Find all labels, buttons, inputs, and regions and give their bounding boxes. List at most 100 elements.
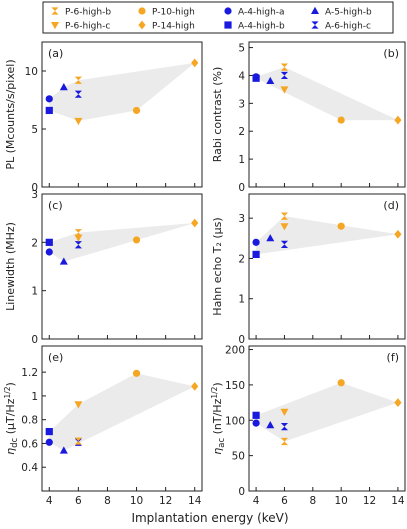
y-tick-label: 50 xyxy=(232,451,245,463)
legend: P-6-high-b P-10-high A-4-high-a A-5-high-b P… xyxy=(42,1,394,34)
y-tick-label: 3 xyxy=(238,98,245,110)
data-point xyxy=(252,250,260,259)
y-tick-label: 3 xyxy=(238,213,245,225)
data-point xyxy=(132,106,141,115)
data-point xyxy=(45,438,53,446)
data-point xyxy=(280,63,289,71)
data-point xyxy=(191,218,199,228)
data-point xyxy=(45,427,53,436)
y-tick-label: 1.2 xyxy=(21,367,38,379)
data-point xyxy=(337,222,345,230)
y-tick-label: 5 xyxy=(31,124,38,136)
y-axis-label: Hahn echo T₂ (µs) xyxy=(211,217,224,315)
range-band xyxy=(256,382,398,442)
data-point xyxy=(45,95,53,103)
range-band xyxy=(49,62,195,121)
legend-marker xyxy=(224,21,232,29)
data-point xyxy=(74,76,82,84)
x-tick-label: 6 xyxy=(75,495,82,507)
panel-e: 0.4 0.6 0.8 1 1.2 4 6 8 10 12 14 (e) ηdc (µT/Hz1/2) xyxy=(3,345,203,507)
plot-frame xyxy=(41,193,203,340)
data-point xyxy=(280,212,289,220)
x-tick-label: 10 xyxy=(130,495,143,507)
y-tick-label: 2 xyxy=(238,253,245,265)
data-point xyxy=(74,437,82,445)
data-point xyxy=(280,408,289,416)
data-point xyxy=(252,411,260,419)
y-axis-label: Linewidth (MHz) xyxy=(4,222,17,311)
data-point xyxy=(45,248,53,256)
panel-label: (e) xyxy=(48,351,63,364)
data-point xyxy=(59,83,68,91)
y-tick-label: 0 xyxy=(238,334,245,346)
data-point xyxy=(280,437,289,446)
data-point xyxy=(280,240,289,248)
data-point xyxy=(191,58,199,68)
range-band xyxy=(49,223,195,262)
legend-marker xyxy=(138,20,146,30)
y-tick-label: 200 xyxy=(225,345,245,357)
legend-label: P-14-high xyxy=(152,22,195,32)
data-point xyxy=(280,86,289,94)
y-tick-label: 150 xyxy=(225,380,245,392)
y-tick-label: 2 xyxy=(31,237,38,249)
x-tick-label: 8 xyxy=(309,495,316,507)
panel-c: 0 1 2 3 (c) Linewidth (MHz) xyxy=(4,189,203,346)
panel-f: 0 50 100 150 200 4 6 8 10 12 14 (f) ηac (nT/Hz1/2) xyxy=(210,345,406,507)
y-tick-label: 0 xyxy=(31,334,38,346)
panel-label: (d) xyxy=(383,199,399,212)
y-axis-label: ηac (nT/Hz1/2) xyxy=(210,382,227,454)
panel-label: (b) xyxy=(383,47,399,60)
x-tick-label: 12 xyxy=(159,495,172,507)
y-tick-label: 0 xyxy=(31,182,38,194)
x-tick-label: 12 xyxy=(363,495,376,507)
data-point xyxy=(252,238,260,246)
legend-label: A-4-high-a xyxy=(238,8,285,18)
data-point xyxy=(74,401,83,409)
data-point xyxy=(74,229,82,237)
panel-d: 0 1 2 3 (d) Hahn echo T₂ (µs) xyxy=(211,193,406,346)
data-point xyxy=(394,229,402,239)
y-tick-label: 0.4 xyxy=(21,462,38,474)
data-point xyxy=(132,236,141,244)
legend-marker xyxy=(311,21,319,29)
x-axis-label: Implantation energy (keV) xyxy=(131,511,288,525)
data-point xyxy=(74,234,83,242)
plot-frame xyxy=(248,41,406,188)
panel-label: (c) xyxy=(48,199,63,212)
y-tick-label: 100 xyxy=(225,415,245,427)
y-tick-label: 1 xyxy=(31,391,38,403)
range-band xyxy=(256,67,398,121)
data-point xyxy=(252,74,260,82)
range-band xyxy=(49,373,195,451)
data-point xyxy=(337,379,345,387)
legend-label: A-4-high-b xyxy=(238,22,285,32)
data-point xyxy=(266,76,275,85)
y-axis-label: PL (Mcounts/s/pixel) xyxy=(4,59,17,169)
x-tick-label: 14 xyxy=(391,495,405,507)
data-point xyxy=(252,419,260,427)
x-tick-label: 8 xyxy=(104,495,111,507)
y-tick-label: 0 xyxy=(238,182,245,194)
legend-marker xyxy=(311,6,319,14)
legend-label: A-6-high-c xyxy=(325,22,371,32)
data-point xyxy=(74,90,82,98)
y-tick-label: 1 xyxy=(238,294,245,306)
y-tick-label: 5 xyxy=(238,43,245,55)
data-point xyxy=(45,238,53,246)
legend-marker xyxy=(51,7,59,15)
data-point xyxy=(74,117,83,126)
legend-label: P-6-high-b xyxy=(65,8,111,18)
y-tick-label: 0 xyxy=(238,486,245,498)
legend-frame xyxy=(42,1,394,34)
y-tick-label: 1 xyxy=(238,154,245,166)
data-point xyxy=(132,369,141,377)
legend-marker xyxy=(51,22,59,30)
data-point xyxy=(74,241,82,249)
panel-label: (a) xyxy=(48,47,63,60)
data-point xyxy=(394,398,402,407)
panel-a: 0 5 10 (a) PL (Mcounts/s/pixel) xyxy=(4,41,203,194)
data-point xyxy=(394,115,402,125)
